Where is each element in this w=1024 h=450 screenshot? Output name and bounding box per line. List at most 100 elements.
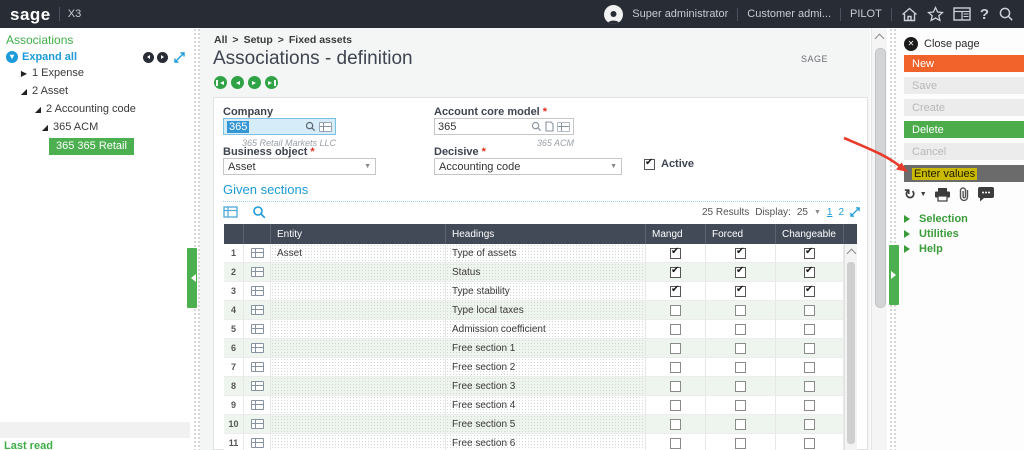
mangd-checkbox[interactable] <box>670 418 681 430</box>
heading-cell[interactable]: Free section 6 <box>446 434 646 450</box>
user-menu[interactable]: Super administrator <box>632 8 729 20</box>
role-menu[interactable]: Customer admi... <box>747 8 832 20</box>
help-icon[interactable]: ? <box>979 5 989 23</box>
chevron-down-icon[interactable]: ▼ <box>919 190 927 198</box>
tree-next-icon[interactable] <box>157 51 168 63</box>
forced-checkbox[interactable] <box>735 323 746 335</box>
tree-fullscreen-icon[interactable] <box>174 51 185 63</box>
heading-cell[interactable]: Status <box>446 263 646 281</box>
row-detail-icon[interactable] <box>250 305 264 315</box>
first-record-button[interactable] <box>214 76 227 89</box>
entity-cell[interactable] <box>271 320 446 338</box>
row-number-cell[interactable]: 8 <box>224 377 244 395</box>
main-scrollbar[interactable] <box>871 28 887 450</box>
heading-cell[interactable]: Admission coefficient <box>446 320 646 338</box>
row-number-cell[interactable]: 4 <box>224 301 244 319</box>
row-detail-icon[interactable] <box>250 419 264 429</box>
header-mangd[interactable]: Mangd <box>646 224 706 244</box>
business-object-select[interactable]: Asset ▼ <box>223 158 376 175</box>
changeable-checkbox[interactable] <box>804 437 815 449</box>
changeable-checkbox[interactable] <box>804 418 815 430</box>
changeable-checkbox[interactable] <box>804 323 815 335</box>
changeable-checkbox[interactable] <box>804 342 815 354</box>
page-link-2[interactable]: 2 <box>838 206 844 218</box>
grid-scrollbar[interactable] <box>844 244 857 450</box>
row-detail-icon[interactable] <box>250 248 264 258</box>
changeable-checkbox[interactable] <box>804 380 815 392</box>
entity-cell[interactable] <box>271 434 446 450</box>
header-forced[interactable]: Forced <box>706 224 776 244</box>
breadcrumb-item[interactable]: Setup <box>243 34 273 46</box>
changeable-checkbox[interactable] <box>804 246 815 259</box>
tree-node[interactable]: ▶ 1 Expense <box>0 64 191 82</box>
row-detail-cell[interactable] <box>244 339 271 357</box>
row-number-cell[interactable]: 11 <box>224 434 244 450</box>
forced-checkbox[interactable] <box>735 437 746 449</box>
row-detail-icon[interactable] <box>250 343 264 353</box>
changeable-checkbox[interactable] <box>804 284 815 297</box>
collapse-triangle-icon[interactable]: ◢ <box>34 104 42 114</box>
entity-cell[interactable] <box>271 339 446 357</box>
jump-document-icon[interactable] <box>545 121 554 132</box>
sidebar-resize-divider[interactable] <box>193 28 200 450</box>
next-record-button[interactable] <box>248 76 261 89</box>
endpoint-menu[interactable]: PILOT <box>850 8 882 20</box>
panel-link-help[interactable]: Help <box>904 241 968 256</box>
header-headings[interactable]: Headings <box>446 224 646 244</box>
header-entity[interactable]: Entity <box>271 224 446 244</box>
print-icon[interactable] <box>934 187 951 202</box>
heading-cell[interactable]: Free section 4 <box>446 396 646 414</box>
changeable-checkbox[interactable] <box>804 399 815 411</box>
sage-logo[interactable]: sage <box>10 4 51 24</box>
tree-node[interactable]: ◢ 2 Asset <box>0 82 191 100</box>
previous-record-button[interactable] <box>231 76 244 89</box>
entity-cell[interactable] <box>271 415 446 433</box>
row-detail-cell[interactable] <box>244 415 271 433</box>
selection-grid-icon[interactable] <box>557 121 570 132</box>
forced-checkbox[interactable] <box>735 418 746 430</box>
last-record-button[interactable] <box>265 76 278 89</box>
expand-triangle-icon[interactable]: ▶ <box>20 68 28 78</box>
landing-pages-icon[interactable] <box>953 7 971 21</box>
grid-scrollbar-thumb[interactable] <box>847 262 855 444</box>
selection-grid-icon[interactable] <box>319 121 332 132</box>
grid-fullscreen-icon[interactable] <box>850 207 860 217</box>
row-number-cell[interactable]: 2 <box>224 263 244 281</box>
mangd-checkbox[interactable] <box>670 304 681 316</box>
entity-cell[interactable] <box>271 396 446 414</box>
mangd-checkbox[interactable] <box>670 399 681 411</box>
mangd-checkbox[interactable] <box>670 380 681 392</box>
refresh-icon[interactable]: ↻ <box>904 186 916 202</box>
row-number-cell[interactable]: 1 <box>224 244 244 262</box>
entity-cell[interactable] <box>271 282 446 300</box>
row-detail-icon[interactable] <box>250 362 264 372</box>
comment-bubble-icon[interactable] <box>977 186 995 202</box>
mangd-checkbox[interactable] <box>670 437 681 449</box>
row-number-cell[interactable]: 6 <box>224 339 244 357</box>
entity-cell[interactable] <box>271 263 446 281</box>
row-number-cell[interactable]: 9 <box>224 396 244 414</box>
heading-cell[interactable]: Type stability <box>446 282 646 300</box>
forced-checkbox[interactable] <box>735 246 746 259</box>
row-detail-icon[interactable] <box>250 381 264 391</box>
scroll-up-icon[interactable] <box>874 33 885 44</box>
display-value[interactable]: 25 <box>796 206 808 218</box>
row-detail-cell[interactable] <box>244 301 271 319</box>
attachment-paperclip-icon[interactable] <box>958 186 970 202</box>
mangd-checkbox[interactable] <box>670 361 681 373</box>
forced-checkbox[interactable] <box>735 361 746 373</box>
panel-link-utilities[interactable]: Utilities <box>904 226 968 241</box>
panel-resize-divider[interactable] <box>889 28 896 450</box>
heading-cell[interactable]: Free section 1 <box>446 339 646 357</box>
page-link-1[interactable]: 1 <box>826 206 833 218</box>
forced-checkbox[interactable] <box>735 284 746 297</box>
decisive-select[interactable]: Accounting code ▼ <box>434 158 622 175</box>
search-icon[interactable] <box>998 6 1014 22</box>
collapse-triangle-icon[interactable]: ◢ <box>41 122 49 132</box>
row-detail-cell[interactable] <box>244 282 271 300</box>
grid-search-icon[interactable] <box>252 205 266 219</box>
heading-cell[interactable]: Free section 3 <box>446 377 646 395</box>
lookup-magnifier-icon[interactable] <box>305 121 316 132</box>
collapse-triangle-icon[interactable]: ◢ <box>20 86 28 96</box>
breadcrumb-item[interactable]: All <box>214 34 228 46</box>
